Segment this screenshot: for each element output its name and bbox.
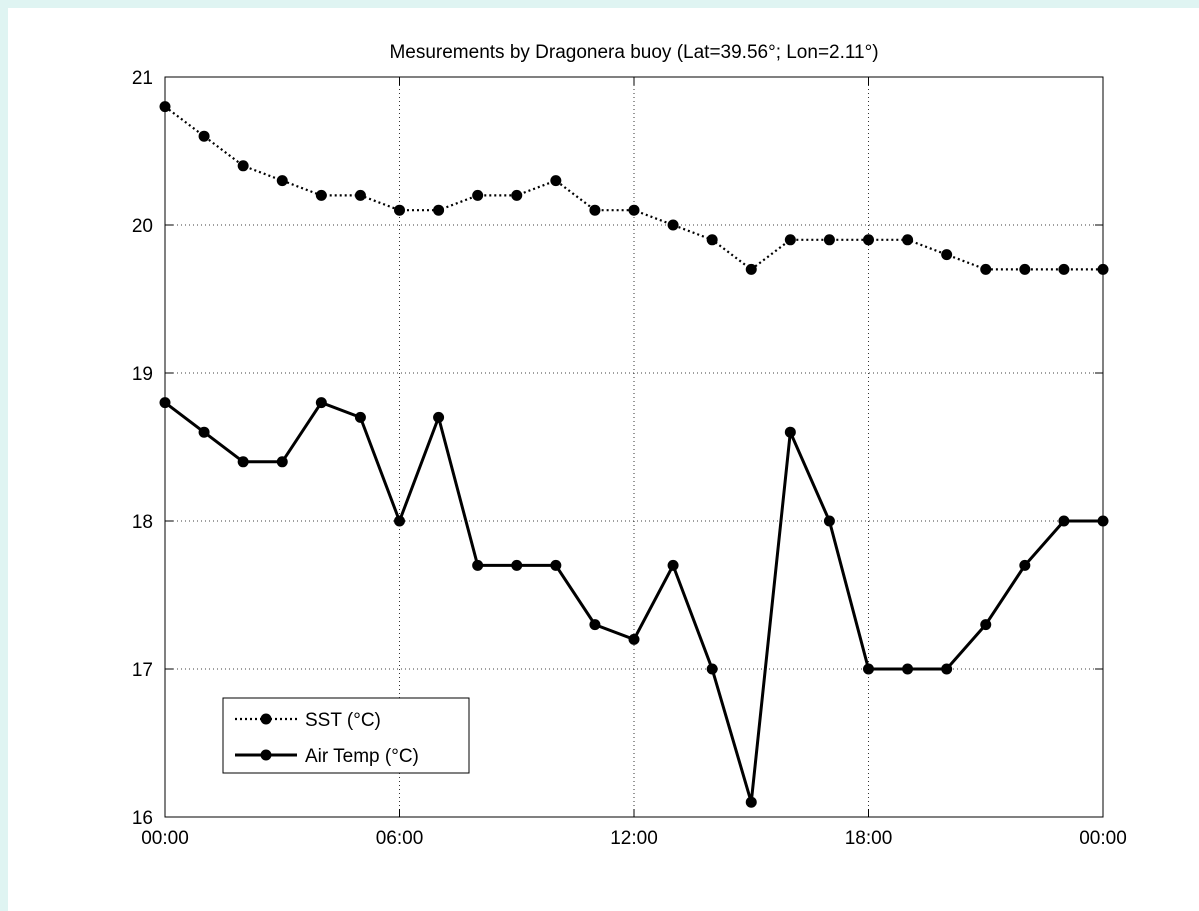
data-point bbox=[394, 204, 405, 216]
data-point bbox=[237, 160, 249, 172]
data-point bbox=[745, 263, 757, 275]
data-point bbox=[784, 426, 796, 438]
legend-box bbox=[222, 697, 470, 774]
data-point bbox=[823, 515, 835, 527]
data-point bbox=[902, 234, 914, 246]
data-point bbox=[198, 426, 210, 438]
data-point bbox=[706, 663, 718, 675]
data-point bbox=[511, 189, 523, 201]
data-point bbox=[511, 559, 523, 571]
grid bbox=[165, 77, 1103, 817]
chart-title: Mesurements by Dragonera buoy (Lat=39.56… bbox=[389, 42, 878, 63]
y-tick-label: 16 bbox=[132, 808, 153, 829]
data-point bbox=[589, 204, 601, 216]
legend-swatch-marker bbox=[260, 749, 272, 761]
data-point bbox=[237, 456, 249, 468]
data-point bbox=[550, 175, 562, 187]
data-point bbox=[628, 633, 640, 645]
data-point bbox=[550, 559, 562, 571]
data-point bbox=[667, 559, 679, 571]
data-point bbox=[980, 619, 992, 631]
y-tick-label: 17 bbox=[132, 660, 153, 681]
data-point bbox=[784, 234, 796, 246]
data-point bbox=[394, 515, 405, 527]
data-point bbox=[354, 411, 366, 423]
data-point bbox=[1019, 559, 1031, 571]
data-point bbox=[941, 663, 953, 675]
data-point bbox=[433, 204, 445, 216]
y-tick-label: 20 bbox=[132, 216, 153, 237]
data-point bbox=[823, 234, 835, 246]
data-point bbox=[276, 456, 288, 468]
y-tick-label: 19 bbox=[132, 364, 153, 385]
data-point bbox=[433, 411, 445, 423]
series-layer bbox=[159, 101, 1109, 808]
data-point bbox=[902, 663, 914, 675]
data-point bbox=[1058, 515, 1070, 527]
x-tick-label: 12:00 bbox=[610, 828, 658, 849]
figure-frame bbox=[8, 8, 1199, 911]
data-point bbox=[472, 189, 484, 201]
data-point bbox=[628, 204, 640, 216]
data-point bbox=[706, 234, 718, 246]
x-tick-label: 00:00 bbox=[141, 828, 189, 849]
axis-ticks: 16 17 18 19 20 21 00:00 06:00 12:00 18:00 00:00 bbox=[132, 68, 1127, 849]
series-0 bbox=[159, 101, 1109, 275]
legend-label: Air Temp (°C) bbox=[305, 746, 419, 767]
data-point bbox=[1058, 263, 1070, 275]
data-point bbox=[589, 619, 601, 631]
x-tick-label: 00:00 bbox=[1079, 828, 1127, 849]
y-tick-label: 21 bbox=[132, 68, 153, 89]
data-point bbox=[667, 219, 679, 231]
data-point bbox=[315, 397, 327, 409]
legend-label: SST (°C) bbox=[305, 710, 381, 731]
legend-swatch-marker bbox=[260, 713, 272, 725]
x-tick-label: 06:00 bbox=[376, 828, 424, 849]
series-1 bbox=[159, 397, 1109, 808]
series-line bbox=[164, 105, 1103, 271]
data-point bbox=[354, 189, 366, 201]
x-tick-label: 18:00 bbox=[845, 828, 893, 849]
data-point bbox=[198, 130, 210, 142]
data-point bbox=[863, 234, 874, 246]
data-point bbox=[745, 796, 757, 808]
legend: SST (°C) Air Temp (°C) bbox=[222, 697, 470, 774]
data-point bbox=[941, 249, 953, 261]
y-tick-label: 18 bbox=[132, 512, 153, 533]
data-point bbox=[276, 175, 288, 187]
data-point bbox=[863, 663, 874, 675]
data-point bbox=[472, 559, 484, 571]
data-point bbox=[1019, 263, 1031, 275]
data-point bbox=[315, 189, 327, 201]
data-point bbox=[980, 263, 992, 275]
